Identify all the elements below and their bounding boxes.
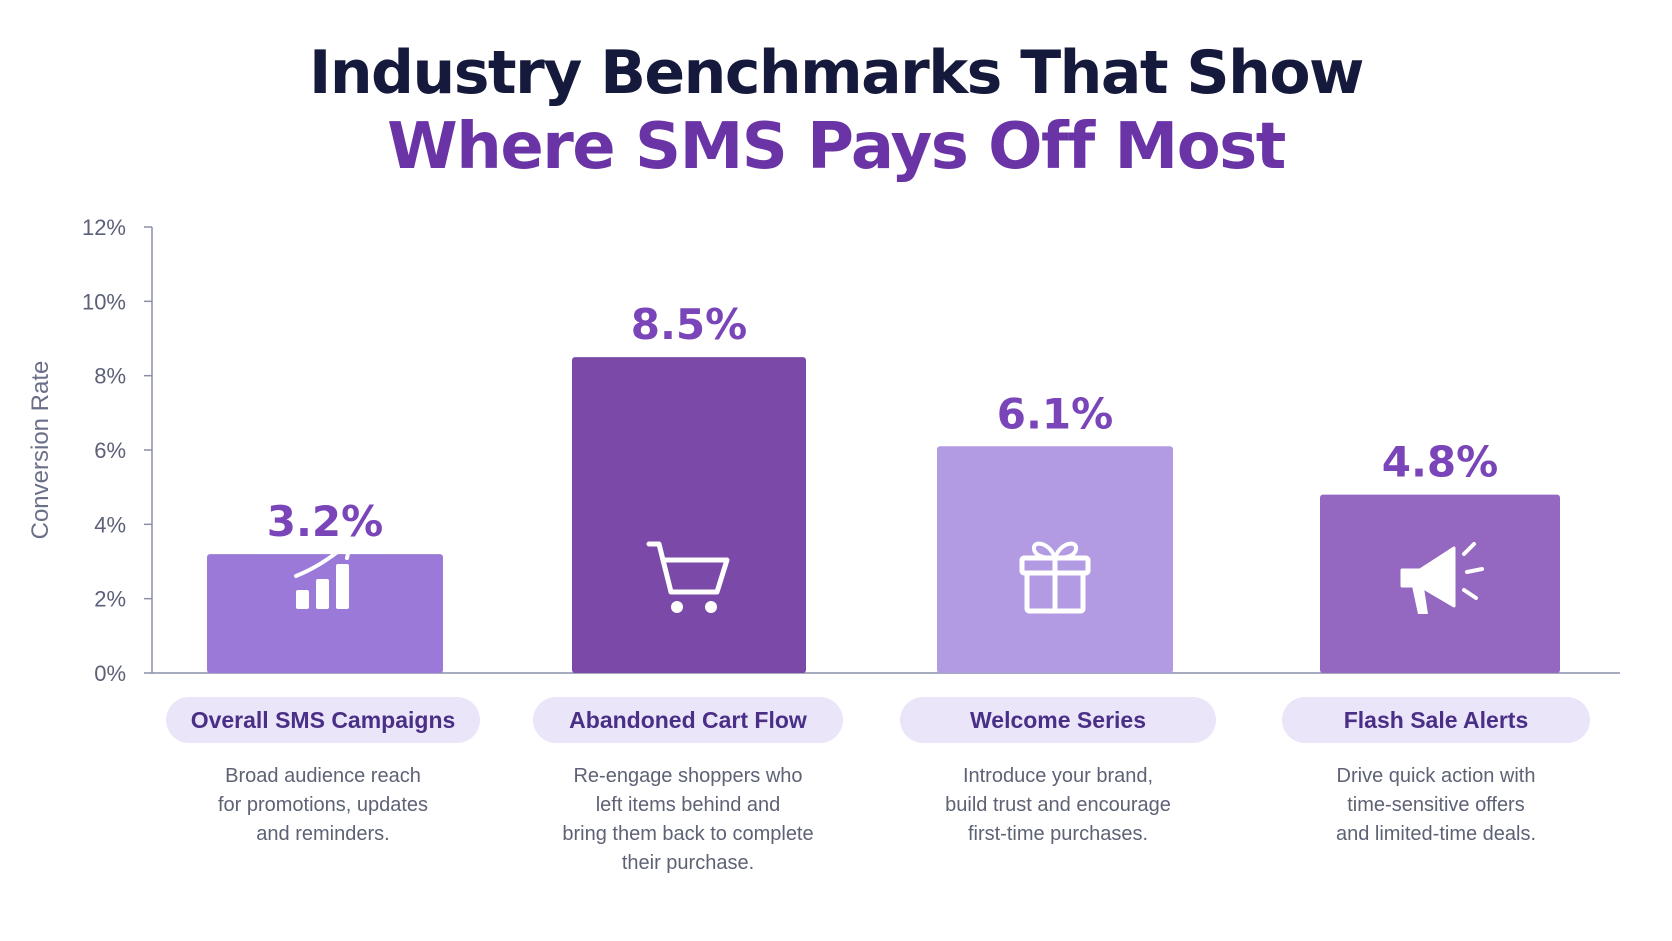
growth-bar-2 [316, 579, 329, 609]
bar-value-label: 4.8% [1382, 438, 1498, 487]
category-description-line: Introduce your brand, [962, 765, 1154, 787]
category-description-line: build trust and encourage [945, 794, 1171, 816]
category-description-line: Drive quick action with [1336, 765, 1536, 787]
chart-title-line-2: Where SMS Pays Off Most [387, 110, 1286, 184]
category-label-pill: Flash Sale Alerts [1282, 697, 1590, 743]
category-description-line: their purchase. [621, 852, 755, 874]
category-description-line: Broad audience reach [225, 765, 421, 787]
category-description-line: for promotions, updates [217, 794, 429, 816]
category-description-line: bring them back to complete [562, 823, 814, 845]
gift-icon [1019, 541, 1091, 614]
category-description-line: time-sensitive offers [1347, 794, 1525, 816]
cart-body [646, 541, 730, 595]
bar [572, 357, 806, 673]
y-tick-label: 8% [94, 364, 126, 389]
category-description: Re-engage shoppers who left items behind … [533, 762, 843, 878]
category-description-line: and reminders. [256, 823, 390, 845]
growth-chart-icon [294, 538, 353, 609]
y-tick-label: 0% [94, 661, 126, 686]
megaphone-icon [1400, 542, 1484, 614]
y-tick-label: 6% [94, 438, 126, 463]
y-tick-label: 2% [94, 587, 126, 612]
category-description-line: and limited-time deals. [1335, 823, 1537, 845]
cart-wheel-right [705, 601, 717, 613]
megaphone-wave-top [1462, 542, 1476, 556]
megaphone-wave-bottom [1462, 588, 1478, 600]
bar [207, 554, 443, 673]
gift-bow-left [1031, 541, 1057, 560]
bar-value-label: 8.5% [631, 300, 747, 349]
cart-wheel-left [671, 601, 683, 613]
megaphone-handle [1412, 586, 1428, 614]
gift-bow-right [1053, 541, 1079, 560]
megaphone-wave-mid [1465, 567, 1484, 574]
category-description-line: first-time purchases. [967, 823, 1149, 845]
category-description-line: left items behind and [595, 794, 781, 816]
chart-title-line-1: Industry Benchmarks That Show [309, 38, 1365, 108]
y-axis-title: Conversion Rate [27, 361, 54, 540]
bar-value-label: 3.2% [267, 497, 383, 546]
shopping-cart-icon [646, 541, 730, 613]
megaphone-cone [1400, 546, 1456, 608]
category-description-line: Re-engage shoppers who [573, 765, 803, 787]
y-tick-label: 12% [82, 215, 126, 240]
category-description: Broad audience reach for promotions, upda… [168, 762, 478, 849]
growth-bar-1 [296, 590, 309, 609]
growth-bar-3 [336, 564, 349, 609]
category-label-pill: Abandoned Cart Flow [533, 697, 843, 743]
growth-arrow-head [331, 538, 353, 560]
category-description: Introduce your brand, build trust and enc… [903, 762, 1213, 849]
category-label-pill: Welcome Series [900, 697, 1216, 743]
y-tick-label: 4% [94, 512, 126, 537]
category-description: Drive quick action with time-sensitive of… [1281, 762, 1591, 849]
category-label-pill: Overall SMS Campaigns [166, 697, 480, 743]
growth-arrow-line [294, 544, 347, 578]
bar-value-label: 6.1% [997, 389, 1113, 438]
y-tick-label: 10% [82, 289, 126, 314]
